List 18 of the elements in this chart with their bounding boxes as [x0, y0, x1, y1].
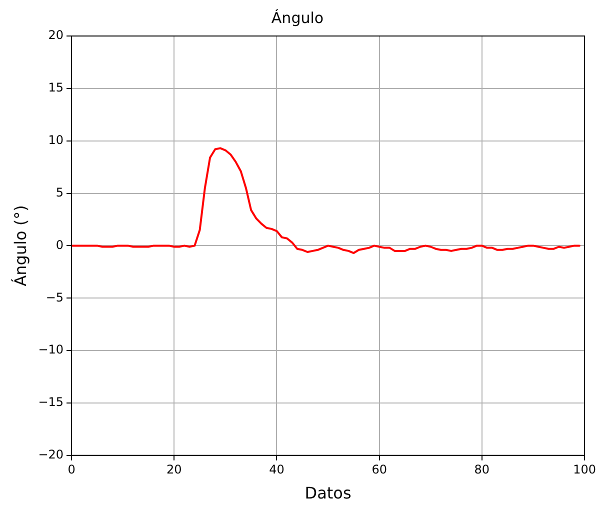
- y-tick-label: −20: [38, 448, 64, 462]
- chart-title: Ángulo: [271, 8, 324, 27]
- x-tick-label: 80: [474, 462, 490, 477]
- x-tick-label: 40: [269, 462, 284, 477]
- x-tick-label: 20: [166, 462, 182, 477]
- y-tick-label: 0: [56, 238, 64, 252]
- y-tick-label: 10: [48, 132, 64, 147]
- y-tick-label: 5: [56, 185, 64, 200]
- y-tick-label: 20: [48, 28, 64, 42]
- y-tick-label: 15: [48, 80, 64, 95]
- x-tick-label: 100: [573, 462, 596, 477]
- x-tick-label: 60: [372, 462, 387, 477]
- x-axis-title: Datos: [304, 484, 352, 503]
- y-tick-label: −5: [46, 290, 64, 304]
- y-tick-label: −10: [38, 342, 64, 357]
- x-tick-label: 0: [68, 462, 76, 477]
- y-tick-label: −15: [38, 395, 64, 410]
- y-axis-title: Ángulo (°): [10, 205, 30, 286]
